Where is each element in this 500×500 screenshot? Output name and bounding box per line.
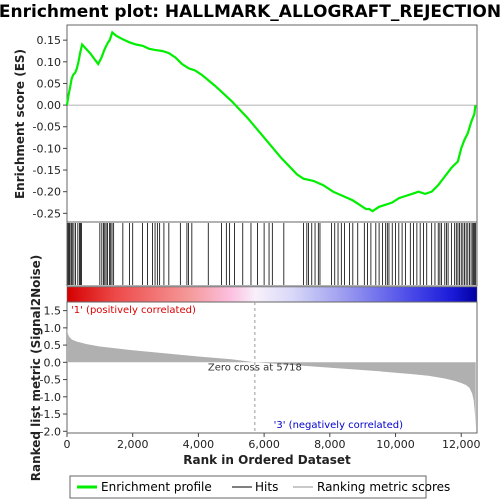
metric-y-axis-ticks: 1.5 1.0 0.5 0.0 -0.5 -1.0 -1.5 -2.0 [40, 305, 67, 438]
ranking-color-bar [66, 286, 478, 303]
es-y-tick-label: -0.15 [33, 164, 61, 177]
x-tick-label: 0 [64, 438, 71, 451]
es-y-axis-label: Enrichment score (ES) [13, 49, 27, 199]
metric-y-tick-label: -0.5 [40, 374, 61, 387]
negative-correlation-label: '3' (negatively correlated) [274, 420, 403, 431]
es-y-tick-label: -0.05 [33, 121, 61, 134]
es-y-tick-label: -0.25 [33, 207, 61, 220]
metric-y-tick-label: 1.0 [44, 322, 62, 335]
metric-y-tick-label: 0.5 [44, 339, 62, 352]
metric-y-tick-label: -2.0 [40, 425, 61, 438]
es-y-tick-label: 0.15 [37, 34, 62, 47]
metric-y-tick-label: 0.0 [44, 356, 62, 369]
es-y-axis-ticks: 0.15 0.10 0.05 0.00 -0.05 -0.10 -0.15 -0.20 -0.2… [33, 34, 67, 220]
x-tick-label: 6,000 [248, 438, 280, 451]
legend-metric-label: Ranking metric scores [317, 480, 450, 494]
hit-markers [67, 223, 477, 285]
metric-y-tick-label: 1.5 [44, 305, 62, 318]
positive-correlation-label: '1' (positively correlated) [71, 305, 196, 316]
enrichment-profile-line [65, 30, 477, 213]
es-y-tick-label: 0.00 [37, 99, 62, 112]
x-axis-label: Rank in Ordered Dataset [183, 453, 351, 467]
metric-y-axis-label: Ranked list metric (Signal2Noise) [29, 255, 43, 482]
metric-y-tick-label: -1.0 [40, 391, 61, 404]
legend-es-label: Enrichment profile [101, 480, 212, 494]
es-y-tick-label: 0.05 [37, 77, 62, 90]
chart-title: Enrichment plot: HALLMARK_ALLOGRAFT_REJE… [0, 2, 500, 22]
x-tick-label: 2,000 [117, 438, 149, 451]
x-tick-label: 4,000 [183, 438, 215, 451]
x-tick-label: 8,000 [314, 438, 346, 451]
x-tick-label: 12,000 [442, 438, 481, 451]
legend-hit-label: Hits [255, 480, 278, 494]
es-y-tick-label: 0.10 [37, 56, 62, 69]
zero-cross-label: Zero cross at 5718 [208, 362, 302, 373]
legend: Enrichment profile Hits Ranking metric s… [69, 475, 450, 499]
metric-y-tick-label: -1.5 [40, 408, 61, 421]
x-axis-ticks: 0 2,000 4,000 6,000 8,000 10,000 12,000 [64, 433, 481, 451]
es-panel-frame [66, 24, 478, 223]
x-tick-label: 10,000 [376, 438, 415, 451]
es-y-tick-label: -0.20 [33, 186, 61, 199]
es-y-tick-label: -0.10 [33, 142, 61, 155]
